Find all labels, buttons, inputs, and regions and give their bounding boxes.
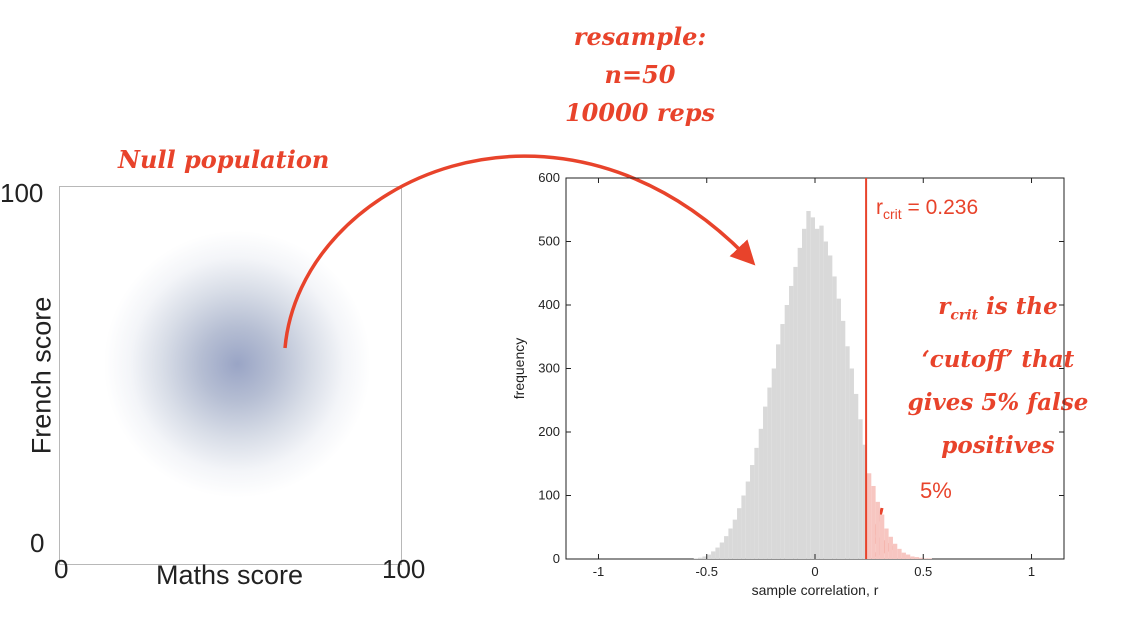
rcrit-desc-sub: crit (950, 307, 979, 324)
five-percent-label: 5% (920, 478, 952, 503)
histogram-bar (858, 419, 863, 559)
y-tick-label: 600 (538, 170, 560, 185)
histogram-bar (840, 320, 846, 559)
histogram-bar (832, 276, 837, 559)
scatter-x-min-label: 0 (54, 554, 69, 584)
histogram-bar (901, 552, 906, 559)
histogram-bar (910, 556, 915, 559)
histogram-bar (715, 547, 720, 559)
histogram-bar (719, 542, 725, 559)
histogram-ticks: -1 -0.5 0 0.5 1 0 100 200 300 400 500 600 (538, 170, 1064, 579)
histogram-y-axis-label: frequency (511, 338, 527, 399)
resample-line-1: resample: (573, 22, 707, 51)
histogram-bar (797, 247, 803, 559)
histogram: -1 -0.5 0 0.5 1 0 100 200 300 400 500 600 sample co… (511, 170, 1065, 598)
x-tick-label: -1 (593, 564, 605, 579)
scatter-x-axis-label: Maths score (156, 560, 304, 590)
histogram-bar (711, 551, 716, 559)
rcrit-desc-rest: is the (978, 293, 1058, 320)
histogram-bar (693, 558, 699, 559)
histogram-bar (819, 225, 824, 559)
histogram-bar (879, 514, 885, 559)
x-tick-label: 0 (811, 564, 818, 579)
x-tick-label: -0.5 (696, 564, 718, 579)
histogram-bar (918, 557, 924, 559)
y-tick-label: 400 (538, 297, 560, 312)
histogram-bar (776, 344, 781, 559)
histogram-bar (884, 528, 889, 559)
histogram-bar (827, 255, 833, 559)
histogram-bar (802, 228, 807, 560)
histogram-bar (767, 387, 772, 559)
histogram-bar (875, 501, 880, 559)
resample-line-3: 10000 reps (564, 98, 716, 127)
resample-annotation: resample: n=50 10000 reps (520, 18, 760, 132)
histogram-bar (702, 556, 707, 559)
rcrit-description-line-1: rcrit is the (880, 285, 1116, 338)
histogram-bar (741, 495, 746, 559)
y-tick-label: 0 (553, 551, 560, 566)
histogram-bar (892, 543, 898, 559)
rcrit-desc-r: r (938, 293, 951, 320)
histogram-bar (789, 285, 794, 559)
histogram-bar (784, 305, 790, 559)
histogram-x-axis-label: sample correlation, r (752, 582, 879, 598)
rcrit-value-sub: crit (883, 206, 902, 223)
histogram-bar (866, 473, 872, 559)
histogram-bar (745, 481, 751, 559)
histogram-bar (806, 211, 811, 559)
rcrit-value-rest: = 0.236 (901, 196, 979, 219)
histogram-bars (693, 211, 932, 560)
histogram-bar (728, 528, 733, 559)
x-tick-label: 1 (1028, 564, 1035, 579)
histogram-bar (698, 557, 703, 559)
histogram-bar (771, 368, 777, 559)
histogram-bar (737, 508, 742, 559)
scatter-y-min-label: 0 (30, 528, 45, 558)
histogram-bar (927, 558, 932, 559)
y-tick-label: 100 (538, 488, 560, 503)
rcrit-description-line-3: gives 5% false (907, 388, 1089, 416)
histogram-bar (849, 368, 854, 559)
histogram-bar (853, 393, 859, 559)
y-tick-label: 300 (538, 361, 560, 376)
x-tick-label: 0.5 (914, 564, 932, 579)
histogram-bar (763, 406, 768, 559)
scatter-y-max-label: 100 (0, 178, 44, 208)
histogram-bar (758, 428, 764, 559)
rcrit-value-r: r (876, 196, 883, 219)
rcrit-description-line-4: positives (941, 431, 1055, 459)
resample-line-2: n=50 (604, 60, 676, 89)
histogram-bar (914, 557, 919, 559)
histogram-bar (905, 554, 911, 559)
histogram-bar (923, 558, 928, 559)
y-tick-label: 500 (538, 234, 560, 249)
histogram-bar (862, 444, 867, 559)
histogram-bar (750, 465, 755, 559)
histogram-bar (823, 241, 828, 559)
rcrit-description: rcrit is the ‘cutoff’ that gives 5% fals… (880, 285, 1116, 467)
histogram-bar (836, 298, 841, 559)
histogram-bar (888, 536, 893, 559)
null-population-label: Null population (118, 145, 330, 174)
histogram-bar (724, 536, 729, 559)
histogram-bar (810, 217, 815, 559)
rcrit-description-line-2: ‘cutoff’ that (921, 345, 1075, 373)
y-tick-label: 200 (538, 424, 560, 439)
population-cloud (60, 187, 401, 564)
rcrit-value-label: rcrit = 0.236 (876, 196, 978, 222)
histogram-bar (780, 324, 785, 559)
histogram-bar (732, 519, 738, 559)
scatter-x-max-label: 100 (382, 554, 426, 584)
histogram-bar (754, 447, 759, 559)
histogram-bar (871, 485, 876, 559)
histogram-bar (706, 554, 712, 559)
histogram-bar (845, 346, 850, 559)
resample-arrow (283, 154, 756, 349)
histogram-bar (815, 228, 820, 560)
histogram-bar (897, 548, 902, 559)
null-population-scatter (59, 186, 402, 565)
histogram-bar (793, 266, 798, 559)
